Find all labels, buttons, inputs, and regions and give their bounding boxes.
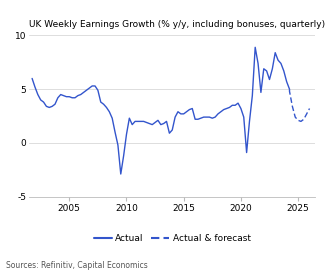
Actual & forecast bbox=[288, 90, 292, 93]
Actual bbox=[288, 88, 292, 91]
Actual & forecast bbox=[302, 118, 306, 121]
Actual bbox=[96, 89, 100, 92]
Actual bbox=[30, 77, 34, 80]
Legend: Actual, Actual & forecast: Actual, Actual & forecast bbox=[90, 230, 254, 246]
Actual bbox=[90, 84, 94, 88]
Actual & forecast bbox=[296, 119, 300, 122]
Line: Actual: Actual bbox=[32, 47, 290, 174]
Actual bbox=[250, 94, 254, 97]
Actual & forecast bbox=[293, 115, 297, 119]
Actual bbox=[253, 46, 257, 49]
Text: UK Weekly Earnings Growth (% y/y, including bonuses, quarterly): UK Weekly Earnings Growth (% y/y, includ… bbox=[29, 20, 325, 29]
Line: Actual & forecast: Actual & forecast bbox=[290, 89, 309, 121]
Actual & forecast bbox=[307, 107, 311, 110]
Text: Sources: Refinitiv, Capital Economics: Sources: Refinitiv, Capital Economics bbox=[6, 261, 148, 270]
Actual & forecast bbox=[299, 120, 303, 123]
Actual & forecast bbox=[305, 112, 309, 115]
Actual bbox=[182, 112, 186, 115]
Actual bbox=[285, 80, 289, 83]
Actual bbox=[119, 172, 123, 176]
Actual & forecast bbox=[288, 88, 292, 91]
Actual & forecast bbox=[291, 105, 294, 108]
Actual bbox=[62, 94, 66, 97]
